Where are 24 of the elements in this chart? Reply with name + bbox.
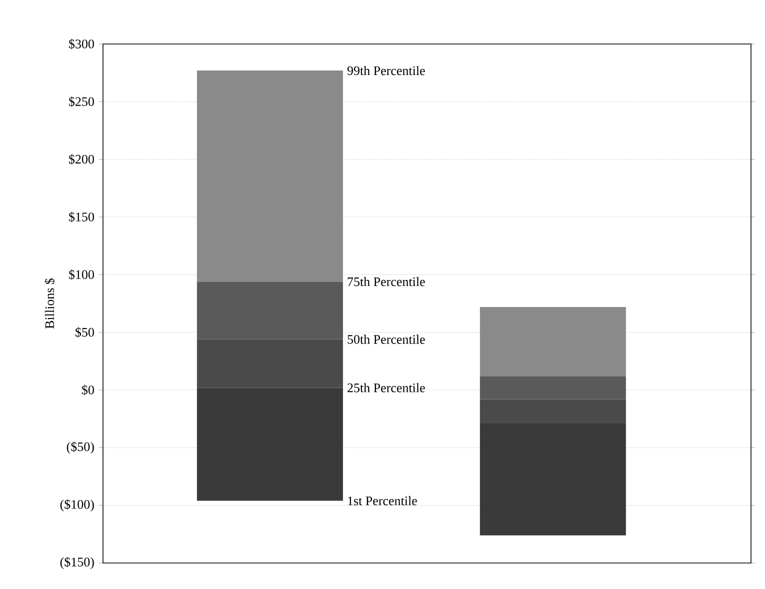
y-tick-label: $150 [69, 212, 94, 222]
y-tick-label: ($50) [66, 442, 94, 454]
y-tick-label: ($100) [60, 499, 94, 512]
y-tick-label: $200 [69, 154, 94, 165]
annotation: 1st Percentile [348, 496, 417, 506]
y-tick-label: ($150) [60, 556, 94, 570]
bar [480, 306, 626, 376]
y-tick-label: $100 [69, 269, 94, 280]
bar [480, 423, 626, 536]
bar [196, 70, 343, 282]
bar [480, 376, 626, 400]
annotation: 25th Percentile [348, 383, 425, 392]
annotation: 50th Percentile [348, 334, 425, 344]
y-tick-label: $0 [82, 384, 94, 396]
bar [196, 282, 343, 340]
y-tick-label: $300 [69, 38, 94, 50]
bar [480, 399, 626, 424]
y-tick-label: $50 [76, 327, 94, 338]
bar [196, 339, 343, 388]
annotation: 99th Percentile [347, 66, 425, 76]
annotation: 75th Percentile [348, 277, 425, 286]
bar [196, 388, 343, 501]
y-axis-title: Billions $ [44, 278, 55, 329]
y-tick-label: $250 [69, 96, 94, 107]
